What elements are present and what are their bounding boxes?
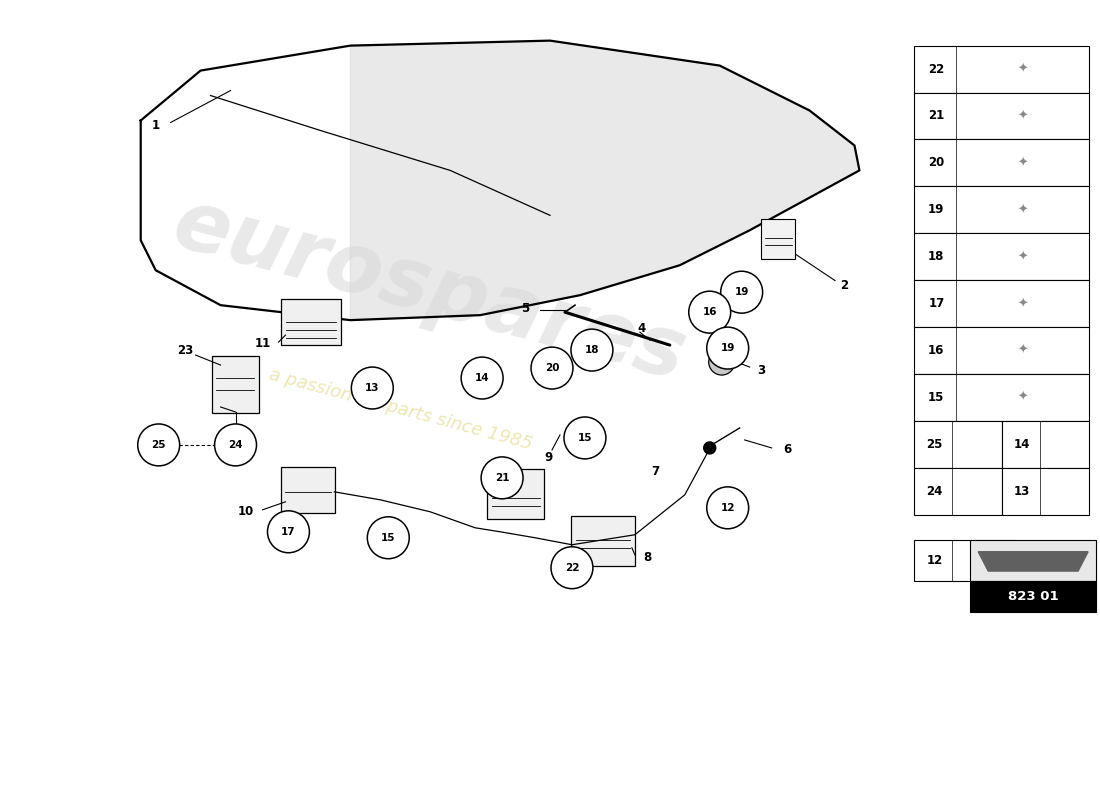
Text: eurospares: eurospares (165, 183, 695, 398)
Text: 17: 17 (282, 526, 296, 537)
Text: 25: 25 (152, 440, 166, 450)
Polygon shape (914, 46, 1089, 93)
Polygon shape (1002, 421, 1089, 468)
Polygon shape (914, 280, 1089, 327)
Polygon shape (914, 93, 1089, 139)
Text: 11: 11 (254, 337, 271, 350)
Text: 12: 12 (720, 503, 735, 513)
Text: 10: 10 (238, 506, 254, 518)
Text: 9: 9 (543, 451, 552, 464)
Polygon shape (350, 41, 859, 320)
Circle shape (706, 487, 749, 529)
Text: 19: 19 (735, 287, 749, 297)
Text: 2: 2 (840, 278, 848, 292)
Text: 6: 6 (783, 443, 792, 457)
Circle shape (351, 367, 394, 409)
Text: 8: 8 (644, 551, 652, 564)
Polygon shape (914, 374, 1089, 421)
Text: ✦: ✦ (1018, 391, 1027, 404)
Text: ✦: ✦ (1018, 110, 1027, 122)
Text: 22: 22 (928, 62, 945, 75)
Text: ✦: ✦ (1018, 344, 1027, 357)
Polygon shape (914, 234, 1089, 280)
Text: 19: 19 (720, 343, 735, 353)
Text: 22: 22 (564, 562, 580, 573)
Text: 20: 20 (928, 157, 945, 170)
Text: ✦: ✦ (1018, 297, 1027, 310)
Polygon shape (914, 139, 1089, 186)
Text: 18: 18 (928, 250, 945, 263)
Polygon shape (978, 552, 1088, 571)
Circle shape (214, 424, 256, 466)
Polygon shape (970, 581, 1096, 611)
Text: 16: 16 (703, 307, 717, 317)
Text: 15: 15 (381, 533, 396, 542)
Text: 823 01: 823 01 (1008, 590, 1058, 602)
Text: 15: 15 (578, 433, 592, 443)
Circle shape (481, 457, 522, 499)
Circle shape (571, 329, 613, 371)
Text: 15: 15 (928, 391, 945, 404)
Polygon shape (914, 421, 1002, 468)
Text: 12: 12 (926, 554, 943, 567)
Text: 19: 19 (928, 203, 945, 216)
Text: 14: 14 (1013, 438, 1030, 451)
FancyBboxPatch shape (571, 516, 635, 566)
Text: 5: 5 (521, 302, 529, 314)
Circle shape (551, 546, 593, 589)
Circle shape (704, 442, 716, 454)
Text: 13: 13 (365, 383, 380, 393)
Circle shape (564, 417, 606, 459)
Text: 24: 24 (228, 440, 243, 450)
Polygon shape (970, 540, 1096, 581)
Circle shape (461, 357, 503, 399)
Text: ✦: ✦ (1018, 157, 1027, 170)
Text: 18: 18 (585, 345, 600, 355)
Text: 3: 3 (758, 363, 766, 377)
Circle shape (531, 347, 573, 389)
Text: 21: 21 (928, 110, 945, 122)
Text: 17: 17 (928, 297, 945, 310)
Text: 23: 23 (177, 343, 194, 357)
Text: 21: 21 (495, 473, 509, 483)
Text: ✦: ✦ (1018, 250, 1027, 263)
Circle shape (367, 517, 409, 558)
Text: 13: 13 (1013, 485, 1030, 498)
Text: 24: 24 (926, 485, 943, 498)
Circle shape (138, 424, 179, 466)
FancyBboxPatch shape (282, 467, 336, 513)
Text: 7: 7 (651, 466, 659, 478)
Text: ✦: ✦ (1018, 203, 1027, 216)
FancyBboxPatch shape (282, 299, 341, 345)
Polygon shape (914, 540, 1015, 581)
Circle shape (267, 511, 309, 553)
Text: 1: 1 (152, 119, 160, 132)
Polygon shape (914, 186, 1089, 234)
FancyBboxPatch shape (487, 469, 544, 518)
Text: 20: 20 (544, 363, 559, 373)
Text: ✦: ✦ (1018, 62, 1027, 75)
Text: 4: 4 (638, 322, 646, 334)
Text: a passion for parts since 1985: a passion for parts since 1985 (266, 366, 534, 454)
Circle shape (689, 291, 730, 333)
Polygon shape (914, 468, 1002, 515)
Polygon shape (1002, 468, 1089, 515)
Text: 25: 25 (926, 438, 943, 451)
Circle shape (706, 327, 749, 369)
Text: 16: 16 (928, 344, 945, 357)
Circle shape (720, 271, 762, 313)
Text: 14: 14 (475, 373, 490, 383)
Polygon shape (914, 327, 1089, 374)
FancyBboxPatch shape (760, 219, 794, 259)
Circle shape (708, 349, 735, 375)
FancyBboxPatch shape (211, 356, 258, 413)
